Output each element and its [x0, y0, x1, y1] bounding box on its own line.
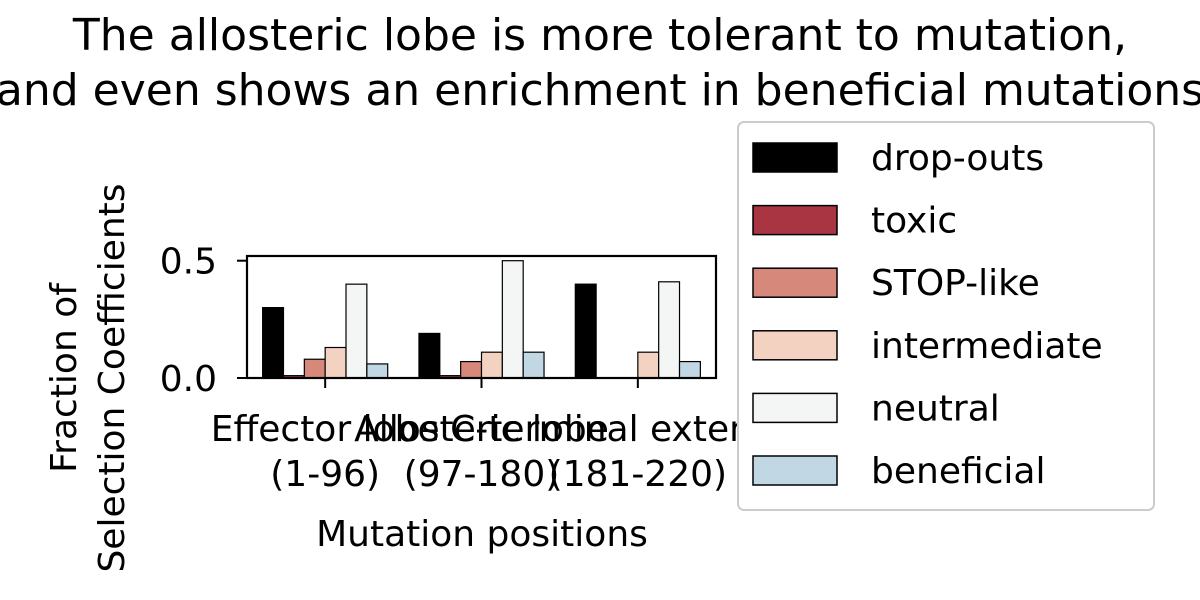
legend-swatch	[752, 267, 838, 298]
chart-title-line: and even shows an enrichment in benefici…	[0, 65, 1200, 116]
legend-swatch	[752, 330, 838, 361]
bar-drop-outs	[418, 332, 441, 379]
chart-title: The allosteric lobe is more tolerant to …	[0, 10, 1200, 116]
bar-intermediate	[480, 351, 503, 379]
bar-neutral	[658, 281, 681, 379]
bar-beneficial	[678, 360, 701, 379]
legend-label: intermediate	[871, 326, 1103, 367]
legend-label: beneficial	[871, 451, 1046, 492]
y-tick-label: 0.5	[160, 242, 217, 283]
bar-neutral	[345, 283, 368, 379]
y-axis-label-line: Fraction of	[44, 282, 85, 473]
bar-neutral	[501, 260, 524, 379]
legend-swatch	[752, 392, 838, 424]
legend-swatch	[752, 142, 838, 173]
bar-drop-outs	[262, 307, 285, 379]
y-axis-label: Fraction of Selection Coefficients	[44, 183, 133, 572]
bar-beneficial	[366, 363, 389, 379]
bar-beneficial	[522, 351, 545, 379]
x-tick-label-range: (1-96)	[270, 454, 380, 495]
legend-swatch	[752, 455, 838, 486]
x-tick-label: Effector lobe	[211, 409, 440, 450]
legend-frame	[737, 121, 1155, 511]
legend-swatch	[752, 204, 838, 236]
bar-stop-like	[460, 360, 483, 379]
bars-group	[262, 260, 701, 379]
bar-intermediate	[324, 346, 347, 379]
y-axis-label-line: Selection Coefficients	[92, 183, 133, 572]
bar-drop-outs	[574, 283, 597, 379]
legend: drop-outs toxic STOP-like intermediate neutr…	[737, 121, 1155, 511]
y-axis: 0.0 0.5	[160, 242, 247, 400]
legend-label: drop-outs	[871, 138, 1044, 179]
legend-label: neutral	[871, 388, 1000, 429]
x-tick-label-range: (181-220)	[549, 454, 728, 495]
y-tick-label: 0.0	[160, 359, 217, 400]
x-tick-label-range: (97-180)	[404, 454, 560, 495]
x-tick-label: Allosteric lobe	[354, 409, 609, 450]
bar-stop-like	[303, 358, 326, 379]
legend-label: STOP-like	[871, 263, 1040, 304]
chart-title-line: The allosteric lobe is more tolerant to …	[72, 10, 1127, 61]
x-axis-label: Mutation positions	[316, 514, 648, 555]
legend-label: toxic	[871, 201, 957, 242]
bar-intermediate	[637, 351, 660, 379]
x-axis: Effector lobe(1-96)Allosteric lobe(97-18…	[211, 378, 826, 495]
